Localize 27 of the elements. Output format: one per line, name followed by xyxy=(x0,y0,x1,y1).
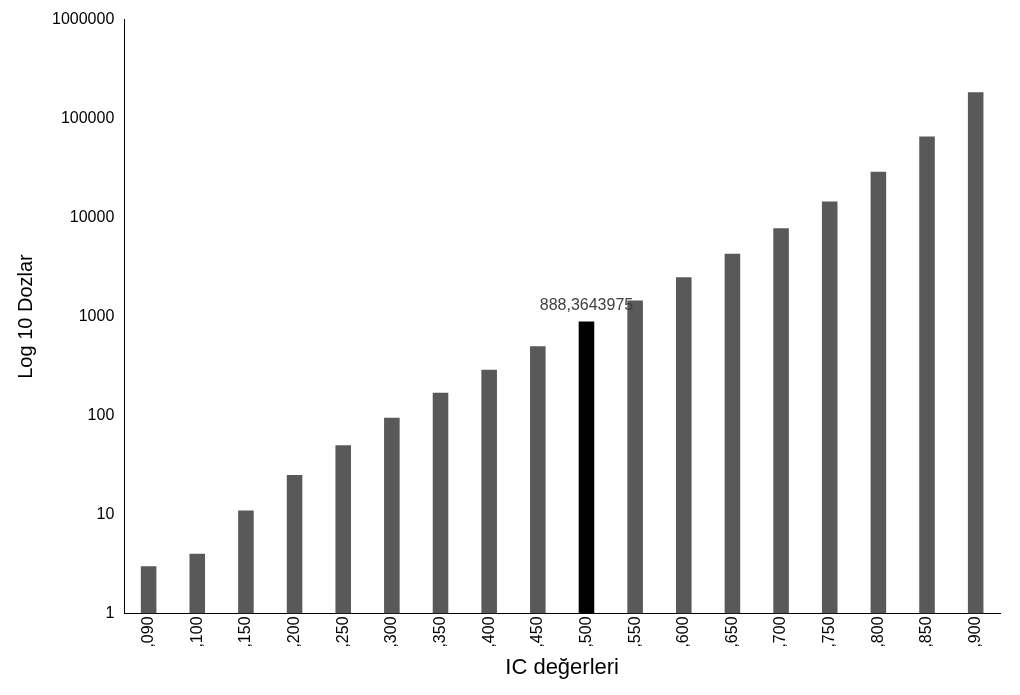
y-tick-label: 1000000 xyxy=(51,10,115,28)
y-tick-label: 10 xyxy=(96,504,115,522)
x-tick-label: ,650 xyxy=(722,616,740,648)
x-tick-label: ,100 xyxy=(187,616,205,648)
x-tick-label: ,450 xyxy=(528,616,546,648)
x-tick-label: ,550 xyxy=(625,616,643,648)
y-tick-label: 1000 xyxy=(78,306,115,324)
x-tick-label: ,150 xyxy=(236,616,254,648)
x-tick-label: ,250 xyxy=(333,616,351,648)
x-tick-label: ,090 xyxy=(139,616,157,648)
x-tick-label: ,350 xyxy=(430,616,448,648)
x-tick-label: ,600 xyxy=(674,616,692,648)
x-tick-label: ,800 xyxy=(868,616,886,648)
x-axis-title: IC değerleri xyxy=(505,653,619,679)
y-axis-title: Log 10 Dozlar xyxy=(13,253,36,379)
x-tick-label: ,700 xyxy=(771,616,789,648)
x-tick-label: ,500 xyxy=(576,616,594,648)
x-tick-label: ,750 xyxy=(820,616,838,648)
x-tick-label: ,300 xyxy=(382,616,400,648)
x-tick-label: ,400 xyxy=(479,616,497,648)
y-tick-label: 10000 xyxy=(69,207,115,225)
x-tick-label: ,900 xyxy=(966,616,984,648)
x-tick-label: ,200 xyxy=(284,616,302,648)
y-tick-label: 100000 xyxy=(60,108,115,126)
y-tick-label: 1 xyxy=(105,603,115,621)
x-tick-label: ,850 xyxy=(917,616,935,648)
y-tick-label: 100 xyxy=(87,405,115,423)
